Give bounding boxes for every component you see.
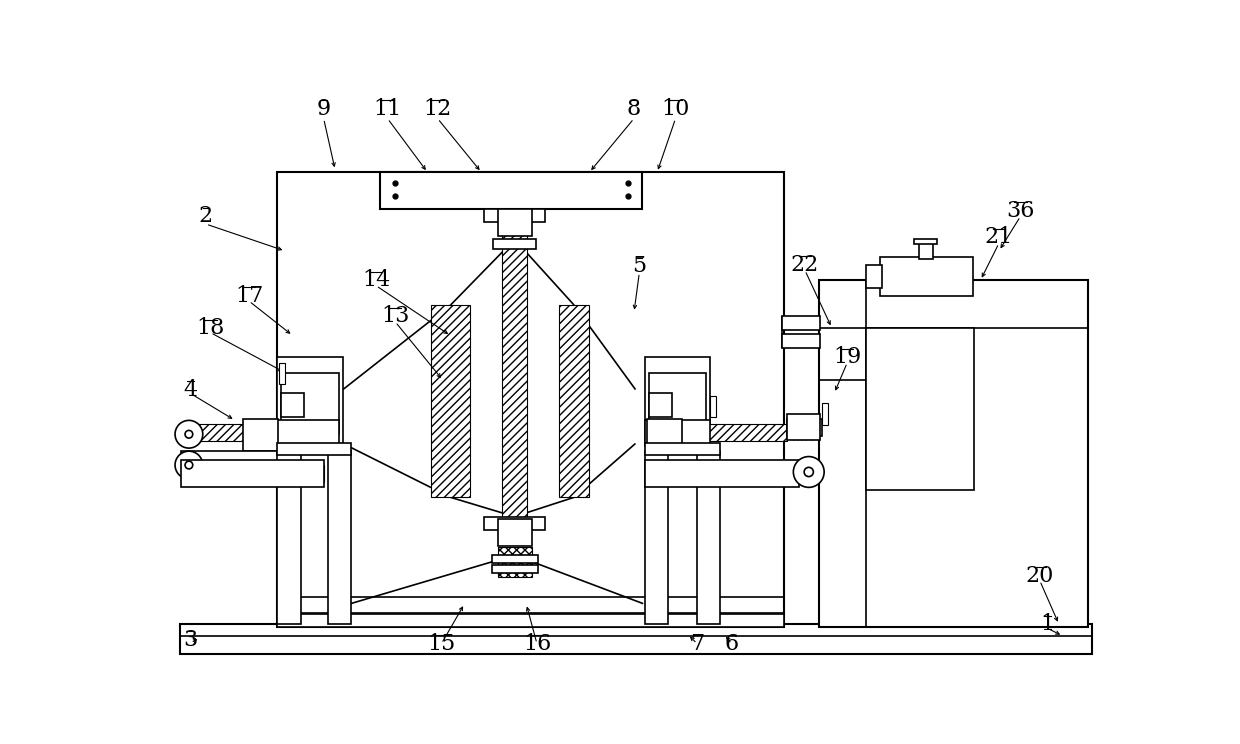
- Bar: [822, 403, 828, 425]
- Bar: [558, 305, 589, 498]
- Bar: [243, 419, 278, 451]
- Bar: [914, 240, 937, 244]
- Bar: [278, 443, 351, 455]
- Text: 12: 12: [424, 97, 451, 120]
- Circle shape: [185, 461, 192, 469]
- Bar: [278, 613, 784, 626]
- Text: 18: 18: [196, 317, 224, 339]
- Bar: [278, 173, 784, 626]
- Bar: [379, 173, 641, 209]
- Text: 1: 1: [1040, 614, 1054, 635]
- Bar: [278, 451, 300, 624]
- Bar: [432, 305, 470, 498]
- Bar: [649, 394, 672, 417]
- Bar: [497, 548, 532, 577]
- Text: 3: 3: [184, 629, 197, 651]
- Bar: [278, 597, 784, 615]
- Bar: [484, 516, 546, 530]
- Text: 9: 9: [316, 97, 331, 120]
- Bar: [645, 465, 799, 482]
- Bar: [880, 257, 972, 295]
- Bar: [711, 396, 717, 417]
- Circle shape: [794, 457, 825, 487]
- Bar: [647, 419, 682, 451]
- Bar: [281, 373, 339, 434]
- Text: 21: 21: [985, 226, 1013, 248]
- Bar: [787, 419, 822, 436]
- Bar: [181, 465, 324, 482]
- Text: 8: 8: [627, 97, 641, 120]
- Bar: [787, 414, 820, 440]
- Bar: [497, 519, 532, 546]
- Bar: [180, 624, 1092, 654]
- Text: 16: 16: [523, 632, 551, 655]
- Circle shape: [175, 451, 203, 479]
- Circle shape: [175, 420, 203, 448]
- Bar: [278, 357, 343, 446]
- Bar: [181, 424, 285, 441]
- Bar: [181, 451, 285, 476]
- Bar: [919, 242, 932, 259]
- Text: 6: 6: [724, 632, 739, 655]
- Bar: [278, 420, 339, 445]
- Text: 36: 36: [1007, 200, 1034, 222]
- Bar: [645, 357, 711, 446]
- Bar: [181, 461, 324, 487]
- Text: 2: 2: [198, 205, 213, 228]
- Circle shape: [185, 430, 192, 438]
- Bar: [867, 328, 975, 490]
- Bar: [645, 420, 711, 445]
- Text: 17: 17: [234, 285, 263, 307]
- Text: 20: 20: [1025, 565, 1054, 587]
- Text: 14: 14: [362, 269, 391, 291]
- Text: 5: 5: [632, 255, 646, 278]
- Bar: [645, 424, 787, 441]
- Bar: [645, 461, 799, 487]
- Text: 13: 13: [381, 306, 409, 327]
- Bar: [697, 451, 720, 624]
- Bar: [645, 451, 668, 624]
- Bar: [281, 394, 304, 417]
- Bar: [484, 208, 546, 222]
- Bar: [497, 209, 532, 237]
- Bar: [781, 316, 821, 330]
- Text: 19: 19: [833, 346, 862, 368]
- Bar: [491, 565, 538, 573]
- Bar: [494, 240, 536, 248]
- Text: 7: 7: [689, 632, 704, 655]
- Text: 15: 15: [428, 632, 455, 655]
- Bar: [279, 362, 285, 384]
- Bar: [645, 443, 720, 455]
- Bar: [781, 334, 821, 348]
- Text: 4: 4: [184, 379, 197, 400]
- Text: 11: 11: [373, 97, 402, 120]
- Bar: [649, 373, 707, 434]
- Text: 10: 10: [661, 97, 689, 120]
- Bar: [491, 555, 538, 562]
- Bar: [867, 265, 882, 288]
- Bar: [818, 280, 1089, 626]
- Bar: [327, 451, 351, 624]
- Circle shape: [804, 467, 813, 477]
- Bar: [181, 455, 285, 472]
- Text: 22: 22: [791, 254, 820, 276]
- Bar: [502, 208, 527, 516]
